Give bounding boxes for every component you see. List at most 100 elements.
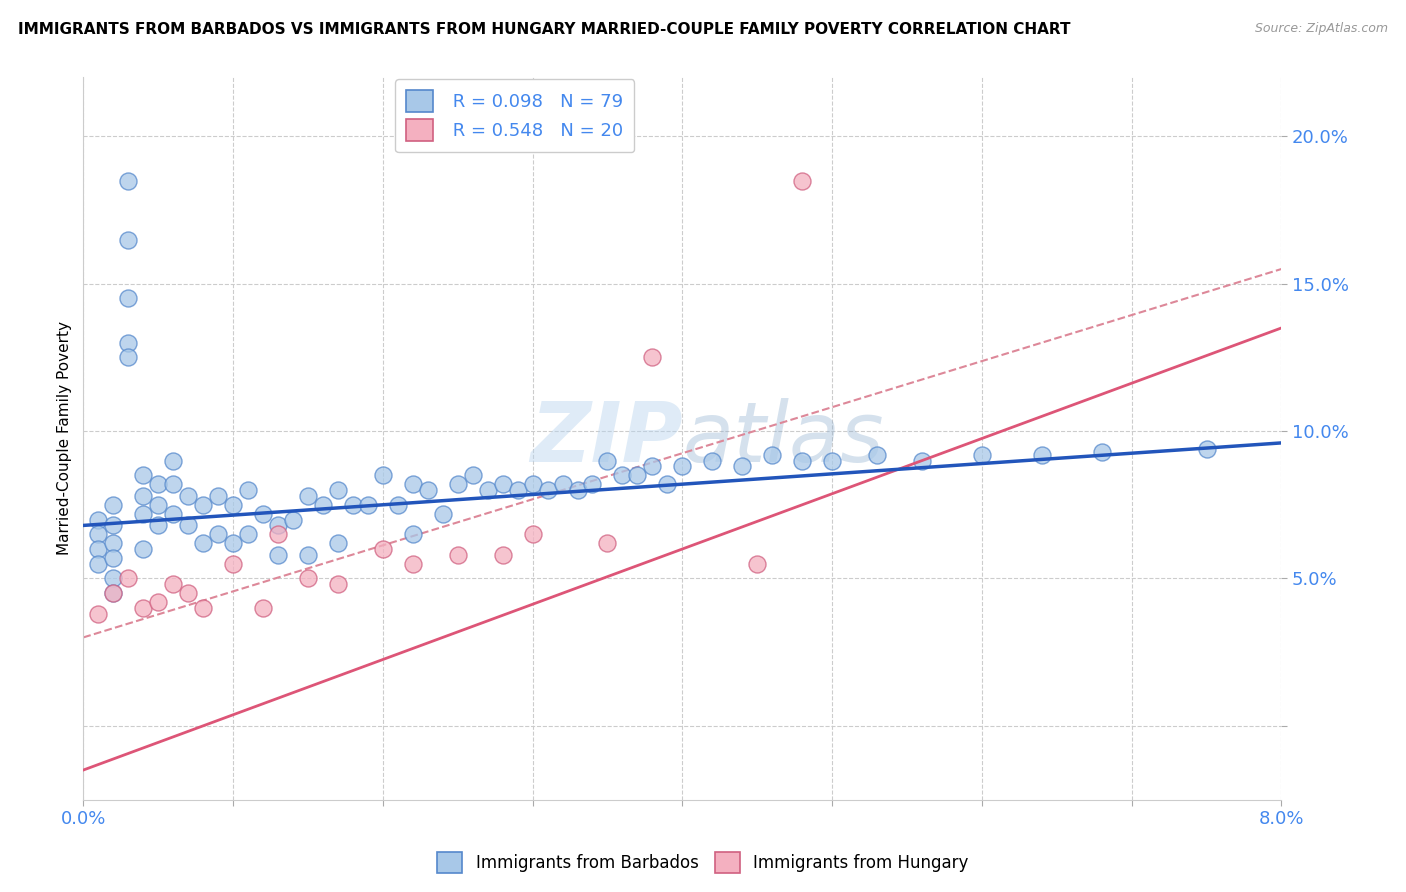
Point bbox=[596, 536, 619, 550]
Point bbox=[117, 335, 139, 350]
Point bbox=[117, 572, 139, 586]
Text: Source: ZipAtlas.com: Source: ZipAtlas.com bbox=[1254, 22, 1388, 36]
Point bbox=[326, 483, 349, 497]
Legend:  R = 0.098   N = 79,  R = 0.548   N = 20: R = 0.098 N = 79, R = 0.548 N = 20 bbox=[395, 79, 634, 153]
Point bbox=[747, 557, 769, 571]
Point bbox=[132, 468, 155, 483]
Point bbox=[117, 351, 139, 365]
Point bbox=[491, 477, 513, 491]
Point bbox=[87, 512, 110, 526]
Point bbox=[87, 607, 110, 621]
Point bbox=[252, 507, 274, 521]
Text: atlas: atlas bbox=[682, 398, 884, 479]
Point bbox=[162, 507, 184, 521]
Point bbox=[117, 233, 139, 247]
Point bbox=[477, 483, 499, 497]
Point bbox=[207, 527, 229, 541]
Point bbox=[236, 527, 259, 541]
Point bbox=[222, 498, 245, 512]
Point bbox=[792, 173, 814, 187]
Point bbox=[326, 577, 349, 591]
Point bbox=[911, 453, 934, 467]
Point bbox=[342, 498, 364, 512]
Point bbox=[162, 477, 184, 491]
Y-axis label: Married-Couple Family Poverty: Married-Couple Family Poverty bbox=[58, 321, 72, 556]
Point bbox=[146, 595, 169, 609]
Point bbox=[491, 548, 513, 562]
Point bbox=[657, 477, 679, 491]
Point bbox=[702, 453, 724, 467]
Point bbox=[267, 548, 290, 562]
Point bbox=[162, 453, 184, 467]
Point bbox=[551, 477, 574, 491]
Point bbox=[87, 527, 110, 541]
Point bbox=[671, 459, 693, 474]
Point bbox=[1091, 444, 1114, 458]
Point bbox=[387, 498, 409, 512]
Point bbox=[103, 572, 125, 586]
Point bbox=[103, 518, 125, 533]
Point bbox=[357, 498, 380, 512]
Text: ZIP: ZIP bbox=[530, 398, 682, 479]
Point bbox=[1195, 442, 1218, 456]
Point bbox=[522, 527, 544, 541]
Point bbox=[641, 459, 664, 474]
Point bbox=[236, 483, 259, 497]
Point bbox=[191, 601, 214, 615]
Point bbox=[87, 557, 110, 571]
Point bbox=[581, 477, 603, 491]
Point bbox=[117, 292, 139, 306]
Point bbox=[371, 468, 394, 483]
Point bbox=[117, 173, 139, 187]
Point bbox=[416, 483, 439, 497]
Text: IMMIGRANTS FROM BARBADOS VS IMMIGRANTS FROM HUNGARY MARRIED-COUPLE FAMILY POVERT: IMMIGRANTS FROM BARBADOS VS IMMIGRANTS F… bbox=[18, 22, 1071, 37]
Point bbox=[792, 453, 814, 467]
Point bbox=[731, 459, 754, 474]
Point bbox=[103, 498, 125, 512]
Point bbox=[312, 498, 335, 512]
Point bbox=[177, 489, 200, 503]
Point bbox=[281, 512, 304, 526]
Point bbox=[132, 507, 155, 521]
Point bbox=[447, 548, 470, 562]
Point bbox=[626, 468, 648, 483]
Point bbox=[326, 536, 349, 550]
Point bbox=[103, 586, 125, 600]
Point bbox=[297, 489, 319, 503]
Point bbox=[103, 586, 125, 600]
Point bbox=[146, 498, 169, 512]
Point bbox=[821, 453, 844, 467]
Point bbox=[207, 489, 229, 503]
Point bbox=[1031, 448, 1053, 462]
Point bbox=[371, 541, 394, 556]
Point bbox=[402, 477, 425, 491]
Point bbox=[761, 448, 783, 462]
Point bbox=[267, 518, 290, 533]
Point bbox=[536, 483, 558, 497]
Point bbox=[191, 498, 214, 512]
Point bbox=[177, 586, 200, 600]
Point bbox=[612, 468, 634, 483]
Point bbox=[432, 507, 454, 521]
Point bbox=[970, 448, 993, 462]
Point bbox=[297, 548, 319, 562]
Point bbox=[162, 577, 184, 591]
Point bbox=[567, 483, 589, 497]
Point bbox=[87, 541, 110, 556]
Point bbox=[146, 518, 169, 533]
Point bbox=[132, 489, 155, 503]
Point bbox=[402, 527, 425, 541]
Point bbox=[402, 557, 425, 571]
Point bbox=[146, 477, 169, 491]
Point bbox=[461, 468, 484, 483]
Legend: Immigrants from Barbados, Immigrants from Hungary: Immigrants from Barbados, Immigrants fro… bbox=[430, 846, 976, 880]
Point bbox=[522, 477, 544, 491]
Point bbox=[506, 483, 529, 497]
Point bbox=[191, 536, 214, 550]
Point bbox=[297, 572, 319, 586]
Point bbox=[596, 453, 619, 467]
Point bbox=[177, 518, 200, 533]
Point bbox=[132, 541, 155, 556]
Point bbox=[866, 448, 889, 462]
Point bbox=[252, 601, 274, 615]
